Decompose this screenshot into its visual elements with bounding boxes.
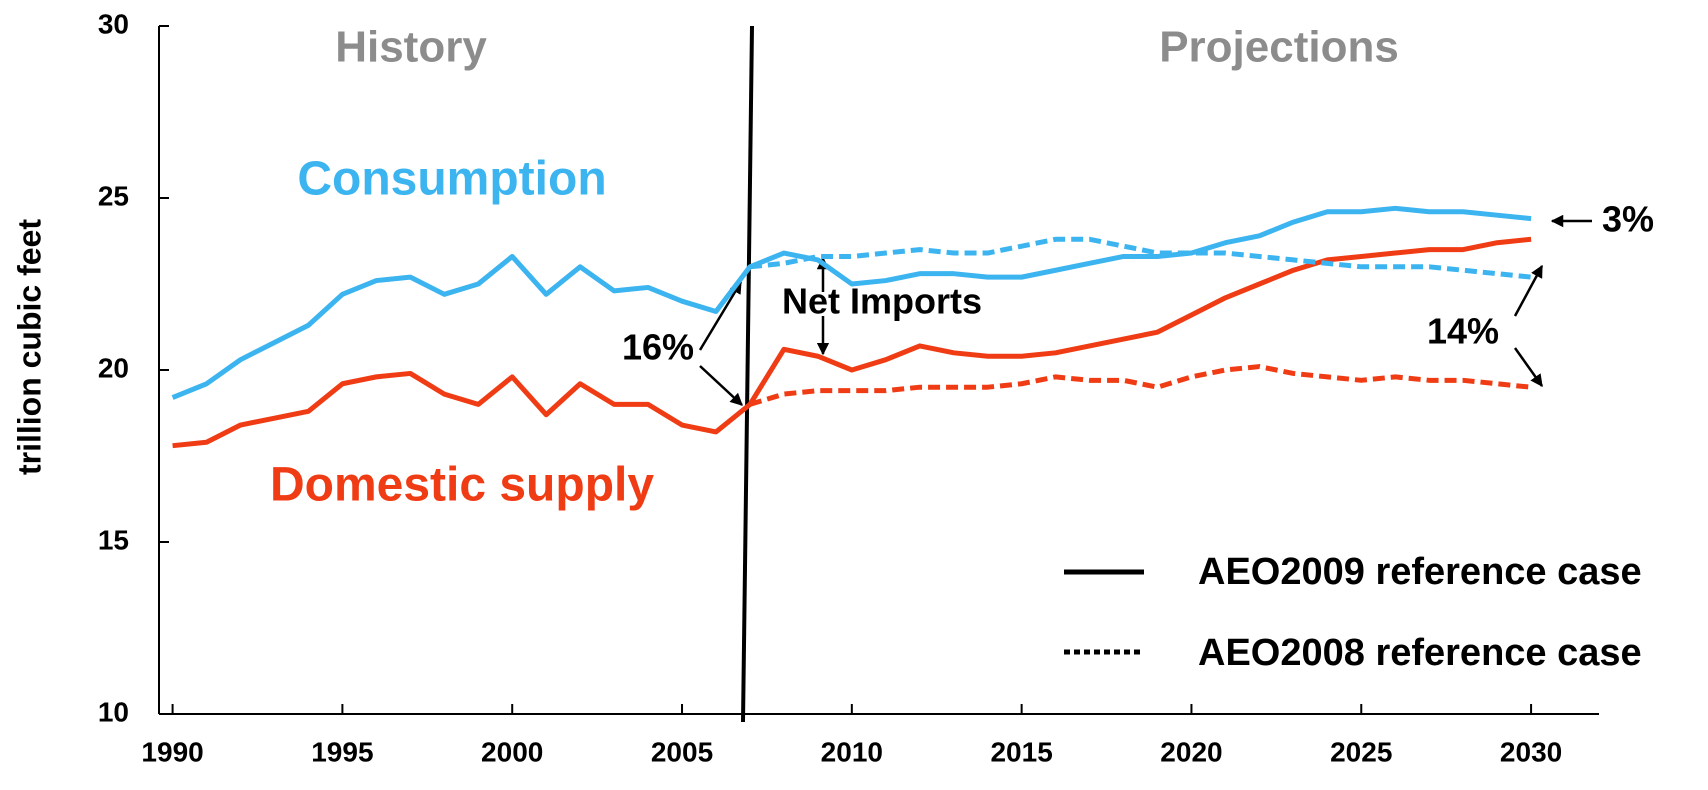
x-tick-label: 2005 xyxy=(651,736,713,767)
legend-label: AEO2009 reference case xyxy=(1198,551,1642,593)
series-line xyxy=(172,236,1532,449)
divider xyxy=(741,25,754,723)
y-tick-label: 20 xyxy=(98,352,129,383)
consumption-label: Consumption xyxy=(297,153,606,206)
series-line xyxy=(171,205,1532,400)
x-tick-label: 1990 xyxy=(141,736,203,767)
projections-label: Projections xyxy=(1159,23,1399,72)
y-axis-label: trillion cubic feet xyxy=(11,219,47,475)
x-tick-label: 2030 xyxy=(1500,736,1562,767)
series-line xyxy=(749,236,1532,280)
x-tick-label: 2020 xyxy=(1160,736,1222,767)
x-tick-label: 2010 xyxy=(821,736,883,767)
y-tick-label: 30 xyxy=(98,8,129,39)
y-tick-label: 25 xyxy=(98,180,129,211)
legend-label: AEO2008 reference case xyxy=(1198,632,1642,674)
x-tick-label: 2000 xyxy=(481,736,543,767)
arrows xyxy=(698,214,1592,406)
supply-label: Domestic supply xyxy=(270,459,654,512)
x-tick-label: 2015 xyxy=(990,736,1052,767)
pct-label: 3% xyxy=(1602,199,1654,240)
x-tick-label: 1995 xyxy=(311,736,373,767)
x-tick-label: 2025 xyxy=(1330,736,1392,767)
pct-label: 16% xyxy=(622,327,694,368)
series-line xyxy=(749,364,1532,407)
pct-label: 14% xyxy=(1427,311,1499,352)
net-imports-label: Net Imports xyxy=(782,281,982,322)
y-tick-label: 15 xyxy=(98,524,129,555)
y-tick-label: 10 xyxy=(98,696,129,727)
history-label: History xyxy=(335,23,487,72)
